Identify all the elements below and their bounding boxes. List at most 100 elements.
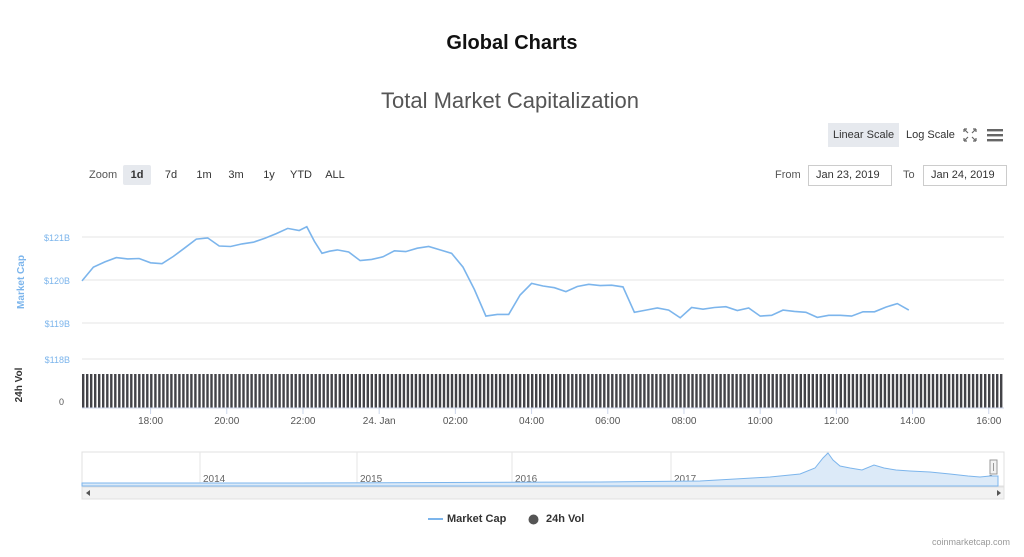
vol-bar [142,374,145,408]
from-date-input[interactable]: Jan 23, 2019 [808,165,892,186]
vol-bar [290,374,293,408]
vol-bar [282,374,285,408]
linear-scale-button[interactable]: Linear Scale [828,123,900,147]
vol-bar [739,374,742,408]
hamburger-menu-icon[interactable] [986,127,1004,143]
vol-bar [394,374,398,408]
zoom-1d-button[interactable]: 1d [123,165,151,185]
vol-bar [318,374,321,408]
vol-bar [106,374,109,408]
vol-bar [458,374,462,408]
vol-bar [959,374,963,408]
vol-bar [482,374,486,408]
x-tick-label: 14:00 [900,416,925,427]
vol-bar [370,374,373,408]
vol-bar [326,374,329,408]
vol-bar [895,374,899,408]
zoom-1m-button[interactable]: 1m [196,169,212,181]
scrollbar-track [81,486,1005,500]
vol-bar [278,374,281,408]
fullscreen-icon[interactable] [962,127,978,143]
vol-bar [847,374,851,408]
x-tick-label: 18:00 [138,416,163,427]
vol-bar [988,374,991,408]
vol-bar [198,374,201,408]
vol-bar [306,374,309,408]
vol-bar [222,374,225,408]
to-date-input[interactable]: Jan 24, 2019 [923,165,1007,186]
vol-bar [727,374,730,408]
vol-bar [182,374,185,408]
vol-bar [314,374,317,408]
vol-bar [915,374,919,408]
log-scale-button[interactable]: Log Scale [906,129,955,141]
legend-market-cap[interactable]: Market Cap [447,513,507,525]
zoom-3m-button[interactable]: 3m [228,169,244,181]
vol-bar [715,374,718,408]
vol-bar [390,374,394,408]
vol-bar [210,374,213,408]
vol-bar [118,374,121,408]
vol-bar [891,374,895,408]
zoom-7d-button[interactable]: 7d [164,169,178,181]
vol-bar [414,374,418,408]
vol-bar [490,374,494,408]
vol-bar [250,374,253,408]
vol-bar [635,374,638,408]
scroll-left-icon [86,490,90,496]
vol-bar [643,374,646,408]
vol-bar [803,374,806,408]
vol-bar [811,374,814,408]
y-tick-label: $120B [44,276,70,286]
vol-bar [671,374,674,408]
scroll-right-icon [997,490,1001,496]
vol-bar [659,374,662,408]
vol-bar [799,374,802,408]
vol-bar [703,374,706,408]
vol-bar [346,374,349,408]
legend-24h-vol[interactable]: 24h Vol [546,513,585,525]
vol-bar [899,374,903,408]
vol-bar [366,374,369,408]
vol-bar [731,374,734,408]
vol-bar [851,374,855,408]
vol-bar [430,374,434,408]
vol-bar [190,374,193,408]
vol-bar [879,374,883,408]
zoom-all-button[interactable]: ALL [325,169,345,181]
vol-bar [979,374,983,408]
vol-bar [418,374,422,408]
vol-bar [298,374,301,408]
vol-bar [779,374,782,408]
vol-bar [743,374,746,408]
vol-bar [230,374,233,408]
vol-bar [382,374,386,408]
vol-bar [126,374,129,408]
vol-bar [683,374,686,408]
vol-bar [547,374,550,408]
vol-bar [478,374,482,408]
vol-bar [863,374,867,408]
y-tick-label: $119B [45,319,70,329]
chart-title: Total Market Capitalization [380,88,639,113]
vol-bar [819,374,822,408]
vol-bar [875,374,879,408]
vol-bar [967,374,971,408]
vol-bar [466,374,470,408]
vol-bar [386,374,390,408]
vol-bar [154,374,157,408]
zoom-1y-button[interactable]: 1y [263,169,275,181]
x-tick-label: 20:00 [214,416,239,427]
vol-bar [410,374,414,408]
vol-bar [763,374,766,408]
credits-link[interactable]: coinmarketcap.com [931,537,1010,547]
vol-bar [723,374,726,408]
vol-bar [599,374,602,408]
vol-bar [563,374,566,408]
vol-bar [150,374,153,408]
vol-bar [603,374,606,408]
zoom-ytd-button[interactable]: YTD [290,169,312,181]
vol-bar [450,374,454,408]
legend-dot-icon [528,514,539,525]
vol-bar [571,374,574,408]
